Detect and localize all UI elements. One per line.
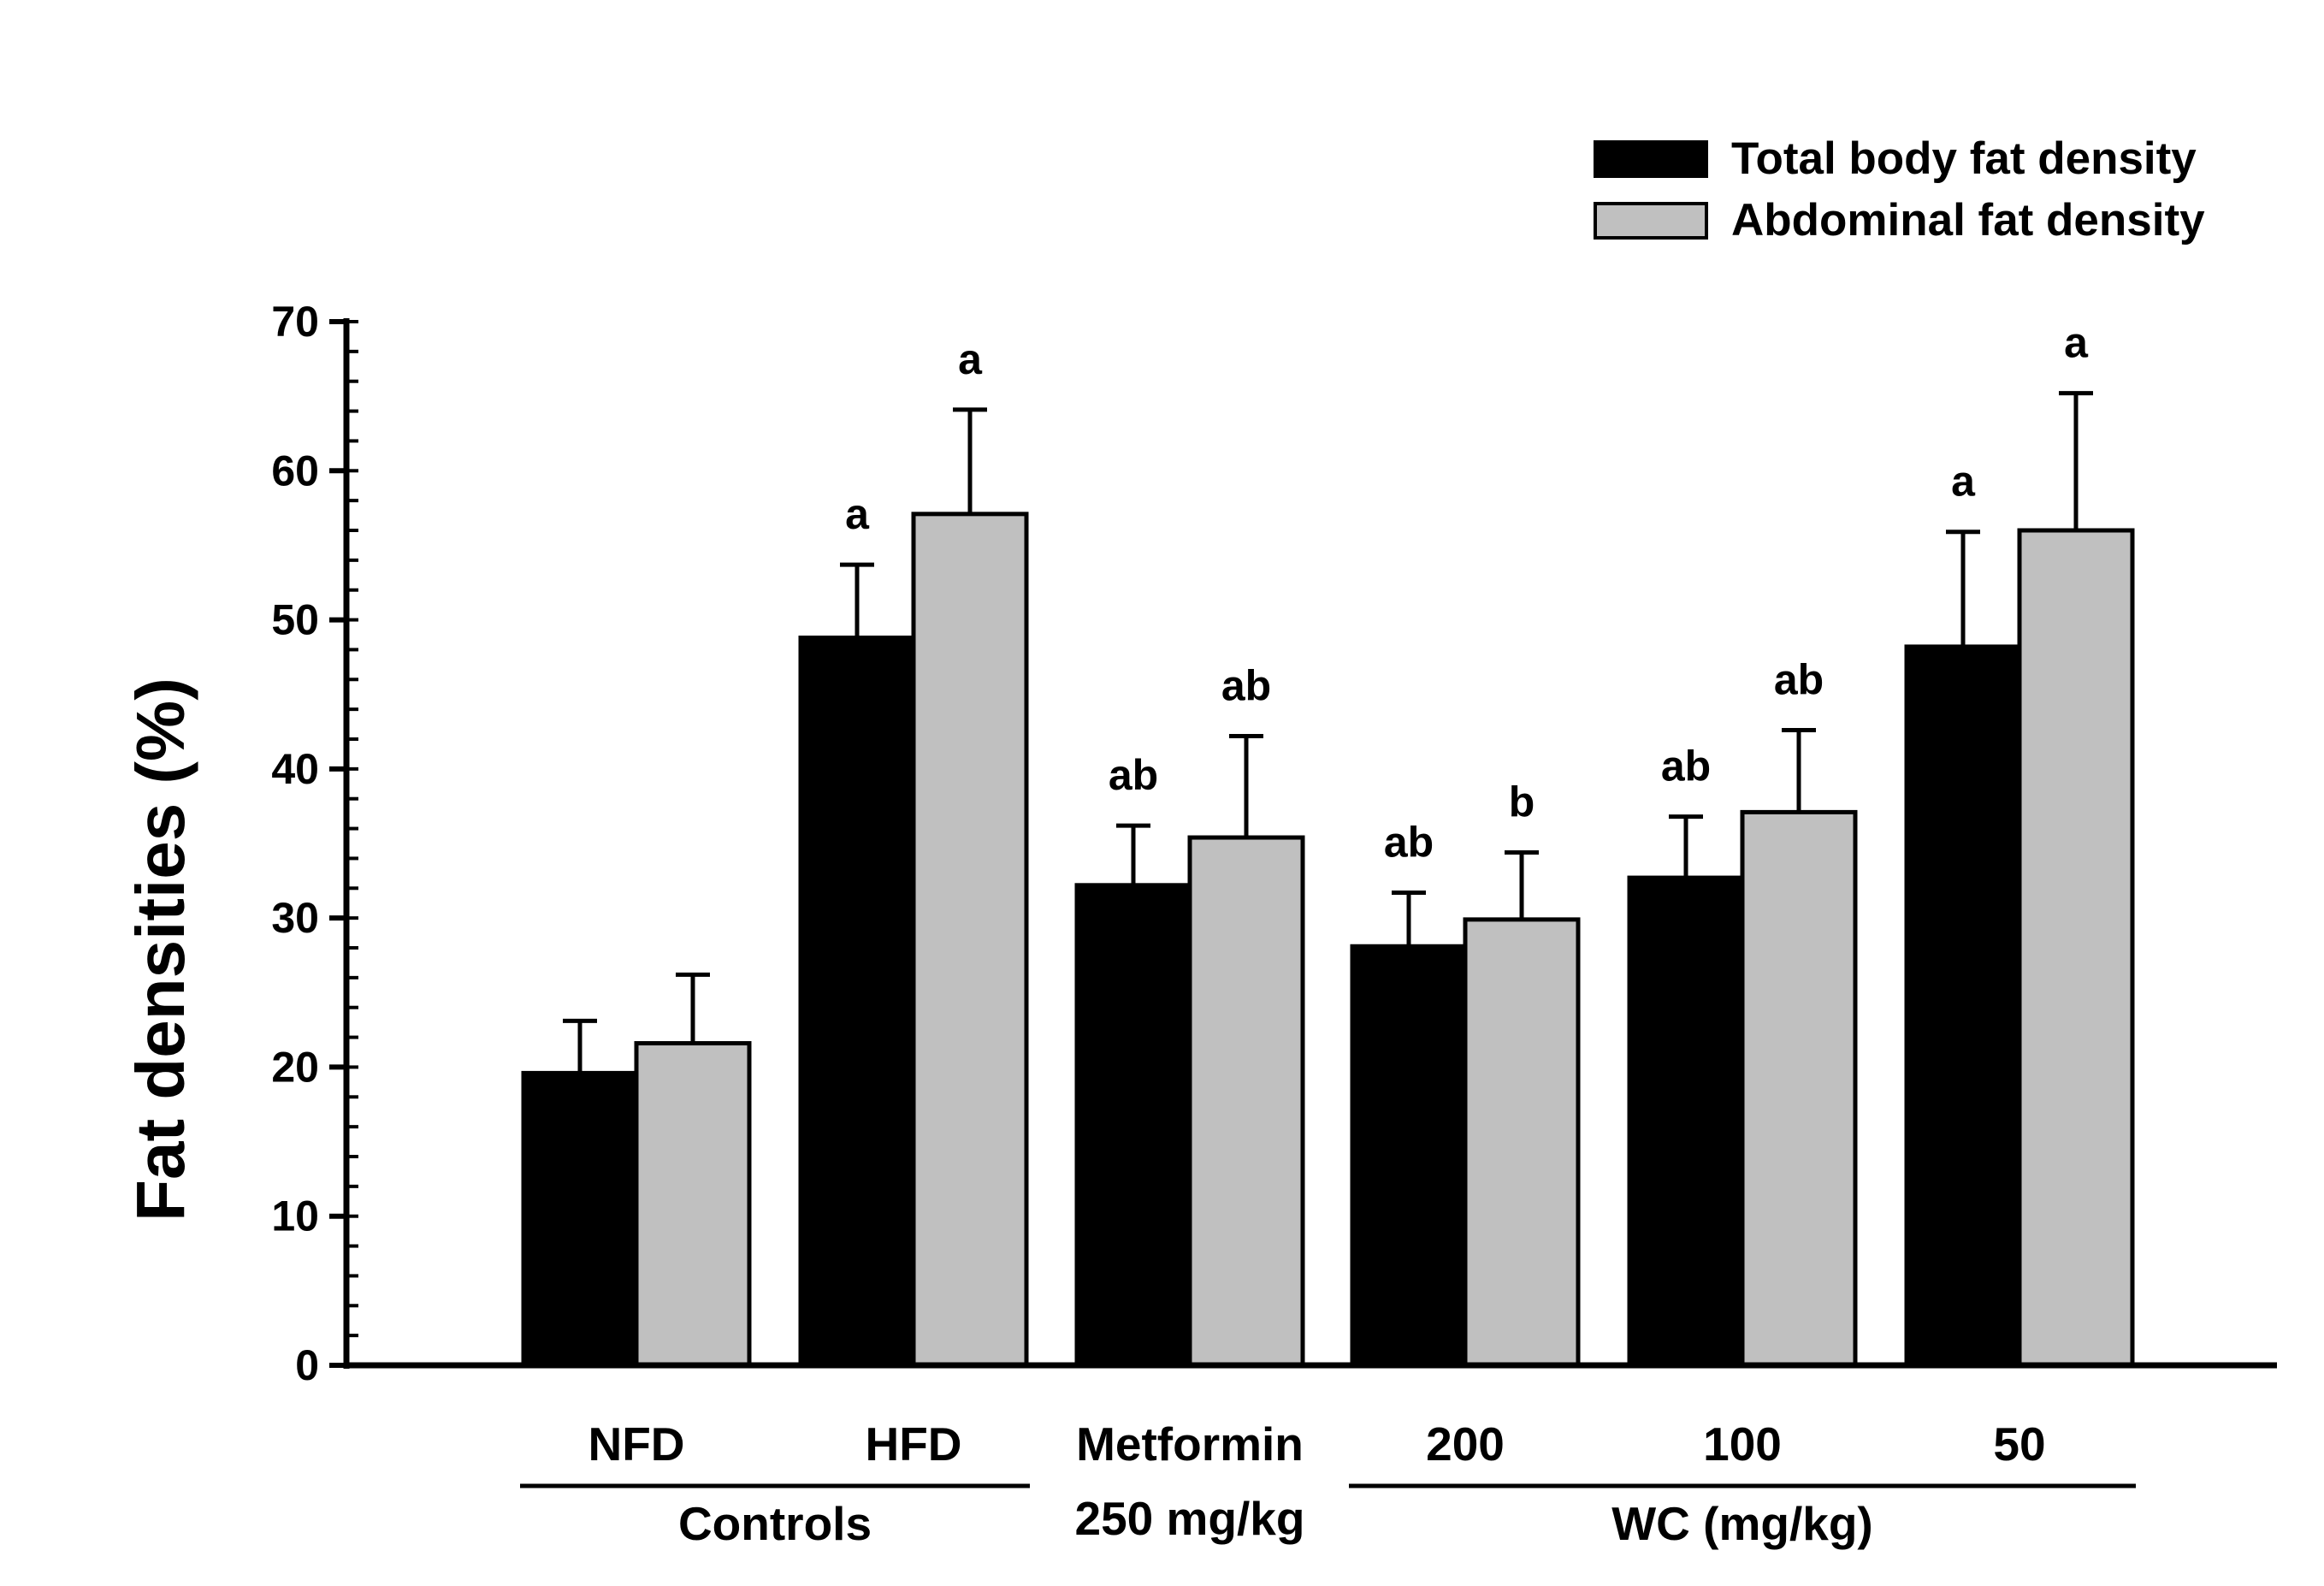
bar-abdominal-fat-density-200 bbox=[1463, 917, 1581, 1368]
legend-swatch-total-body-fat-density bbox=[1594, 140, 1708, 178]
y-tick-label: 0 bbox=[295, 1341, 319, 1389]
group-label-controls: Controls bbox=[678, 1497, 872, 1550]
y-axis: 0 10 20 30 40 50 60 70 bbox=[271, 298, 358, 1389]
legend-label-total-body-fat-density: Total body fat density bbox=[1731, 133, 2197, 184]
bar-total-body-fat-density-200 bbox=[1350, 944, 1468, 1368]
category-label-200: 200 bbox=[1426, 1417, 1505, 1471]
bar-total-body-fat-density-nfd bbox=[521, 1070, 639, 1368]
significance-label-abdominal-fat-density-metformin-250-mg-kg: ab bbox=[1221, 662, 1271, 710]
y-tick-label: 20 bbox=[271, 1043, 319, 1091]
legend: Total body fat density Abdominal fat dens… bbox=[1594, 133, 2205, 246]
significance-label-total-body-fat-density-metformin-250-mg-kg: ab bbox=[1109, 751, 1158, 799]
bar-abdominal-fat-density-50 bbox=[2017, 528, 2135, 1368]
bar-abdominal-fat-density-hfd bbox=[911, 512, 1029, 1368]
legend-label-abdominal-fat-density: Abdominal fat density bbox=[1731, 195, 2205, 246]
category-label-50: 50 bbox=[1993, 1417, 2045, 1471]
y-tick-label: 70 bbox=[271, 298, 319, 346]
bar-abdominal-fat-density-100 bbox=[1740, 809, 1858, 1368]
y-axis-label: Fat densities (%) bbox=[122, 678, 198, 1222]
significance-label-abdominal-fat-density-50: a bbox=[2064, 319, 2089, 367]
bar-total-body-fat-density-metformin-250-mg-kg bbox=[1074, 883, 1192, 1368]
x-axis: NFD HFD Metformin 250 mg/kg 200 100 50 Controls… bbox=[346, 1362, 2277, 1550]
y-tick-label: 50 bbox=[271, 596, 319, 644]
legend-swatch-abdominal-fat-density bbox=[1594, 202, 1708, 240]
significance-label-total-body-fat-density-100: ab bbox=[1661, 743, 1711, 790]
category-label-metformin-250-mg-kg: 250 mg/kg bbox=[1074, 1492, 1304, 1545]
y-tick-label: 10 bbox=[271, 1192, 319, 1240]
y-tick-label: 40 bbox=[271, 745, 319, 793]
bars: a a ab ab ab b ab ab a a bbox=[521, 319, 2135, 1368]
significance-label-abdominal-fat-density-200: b bbox=[1509, 778, 1535, 826]
category-label-100: 100 bbox=[1703, 1417, 1782, 1471]
significance-label-abdominal-fat-density-hfd: a bbox=[958, 335, 983, 383]
significance-label-total-body-fat-density-hfd: a bbox=[845, 490, 870, 538]
significance-label-total-body-fat-density-50: a bbox=[1951, 458, 1976, 506]
category-label-metformin-250-mg-kg: Metformin bbox=[1076, 1417, 1304, 1471]
significance-label-total-body-fat-density-200: ab bbox=[1384, 819, 1434, 867]
bar-total-body-fat-density-hfd bbox=[798, 635, 916, 1368]
group-label-wc-mg-kg: WC (mg/kg) bbox=[1611, 1497, 1873, 1550]
bar-abdominal-fat-density-metformin-250-mg-kg bbox=[1187, 835, 1305, 1368]
significance-label-abdominal-fat-density-100: ab bbox=[1774, 656, 1824, 704]
y-tick-label: 60 bbox=[271, 447, 319, 494]
bar-abdominal-fat-density-nfd bbox=[634, 1041, 752, 1368]
y-tick-label: 30 bbox=[271, 894, 319, 942]
bar-total-body-fat-density-100 bbox=[1627, 875, 1745, 1368]
category-label-hfd: HFD bbox=[865, 1417, 961, 1471]
bar-total-body-fat-density-50 bbox=[1904, 644, 2022, 1368]
category-label-nfd: NFD bbox=[588, 1417, 684, 1471]
